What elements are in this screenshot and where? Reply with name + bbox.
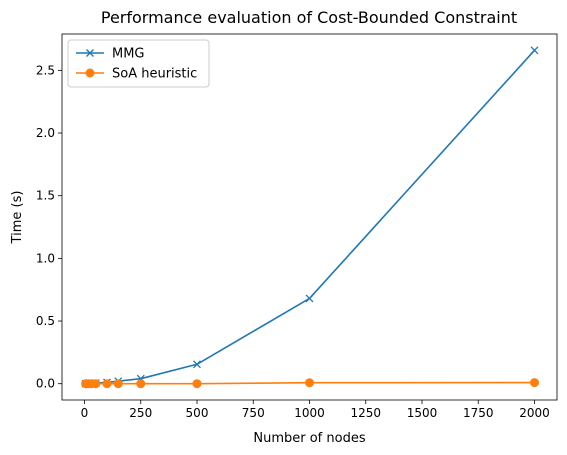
data-point-x-marker (530, 46, 539, 55)
legend-label: SoA heuristic (112, 67, 197, 82)
x-axis-label: Number of nodes (253, 431, 365, 446)
x-tick-label: 1750 (463, 406, 494, 420)
x-tick-label: 0 (81, 406, 89, 420)
y-tick-label: 2.0 (36, 126, 55, 140)
x-tick-label: 2000 (519, 406, 550, 420)
legend-item: MMG (76, 47, 145, 62)
y-tick-label: 2.5 (36, 63, 55, 77)
legend-box (67, 39, 210, 88)
data-point-circle-marker (91, 379, 101, 389)
y-tick-label: 1.5 (36, 189, 55, 203)
x-tick-label: 750 (242, 406, 265, 420)
x-tick-label: 500 (186, 406, 209, 420)
plot-frame (61, 33, 558, 401)
data-point-x-marker (193, 360, 201, 369)
x-tick-label: 1250 (350, 406, 381, 420)
data-point-x-marker (305, 294, 314, 303)
y-axis-label: Time (s) (10, 191, 25, 245)
data-point-circle-marker (192, 379, 202, 389)
series-soa-heuristic (81, 378, 539, 389)
plot-area (62, 34, 557, 400)
data-point-circle-marker (530, 378, 539, 388)
data-point-x-marker (86, 49, 94, 57)
axes: 0 250 500 750 1000 1250 1500 1750 2000 0.0 0.5 1.0 1… (36, 63, 550, 420)
y-tick-label: 0.5 (36, 314, 55, 328)
data-point-circle-marker (102, 379, 112, 389)
legend-item: SoA heuristic (76, 67, 197, 82)
data-point-circle-marker (85, 68, 95, 78)
x-tick-label: 1500 (407, 406, 438, 420)
y-tick-label: 0.0 (36, 377, 55, 391)
series-layer (81, 46, 539, 389)
legend: MMG SoA heuristic (67, 39, 210, 88)
chart-title: Performance evaluation of Cost-Bounded C… (101, 8, 517, 27)
data-point-circle-marker (136, 379, 146, 389)
legend-label: MMG (112, 47, 145, 62)
x-tick-label: 250 (129, 406, 152, 420)
y-tick-label: 1.0 (36, 251, 55, 265)
x-tick-label: 1000 (294, 406, 325, 420)
data-point-circle-marker (305, 378, 314, 388)
data-point-circle-marker (113, 379, 123, 389)
